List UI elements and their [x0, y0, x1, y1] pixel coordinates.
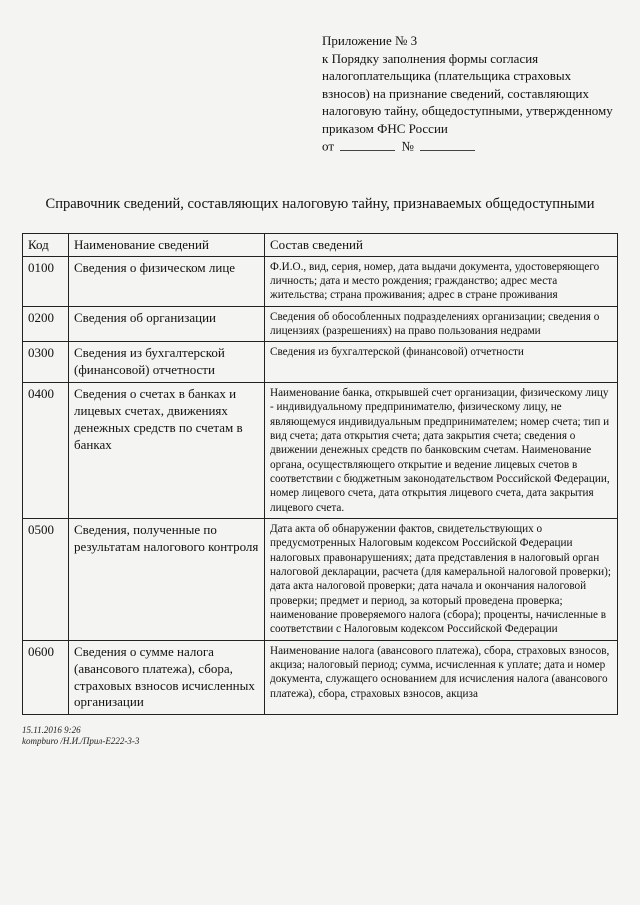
footer-timestamp: 15.11.2016 9:26	[22, 725, 618, 736]
table-row: 0200Сведения об организацииСведения об о…	[23, 306, 618, 342]
cell-name: Сведения, полученные по результатам нало…	[69, 519, 265, 641]
appendix-header: Приложение № 3 к Порядку заполнения форм…	[322, 32, 618, 155]
print-footer: 15.11.2016 9:26 kompburo /Н.И./Прил-Е222…	[22, 725, 618, 747]
cell-name: Сведения о физическом лице	[69, 256, 265, 306]
appendix-number: Приложение № 3	[322, 32, 618, 50]
cell-name: Сведения о сумме налога (авансового плат…	[69, 640, 265, 715]
cell-comp: Ф.И.О., вид, серия, номер, дата выдачи д…	[265, 256, 618, 306]
cell-code: 0500	[23, 519, 69, 641]
col-comp: Состав сведений	[265, 233, 618, 256]
col-code: Код	[23, 233, 69, 256]
footer-path: kompburo /Н.И./Прил-Е222-3-3	[22, 736, 618, 747]
table-row: 0600Сведения о сумме налога (авансового …	[23, 640, 618, 715]
appendix-text: к Порядку заполнения формы согласия нало…	[322, 50, 618, 138]
cell-comp: Наименование банка, открывшей счет орган…	[265, 383, 618, 519]
table-row: 0400Сведения о счетах в банках и лицевых…	[23, 383, 618, 519]
cell-name: Сведения об организации	[69, 306, 265, 342]
from-label: от	[322, 139, 334, 154]
cell-name: Сведения о счетах в банках и лицевых сче…	[69, 383, 265, 519]
cell-code: 0100	[23, 256, 69, 306]
no-label: №	[402, 139, 414, 154]
table-row: 0300Сведения из бухгалтерской (финансово…	[23, 342, 618, 383]
appendix-ref: от №	[322, 137, 618, 155]
cell-comp: Сведения об обособленных подразделениях …	[265, 306, 618, 342]
table-row: 0100Сведения о физическом лицеФ.И.О., ви…	[23, 256, 618, 306]
cell-code: 0300	[23, 342, 69, 383]
number-blank	[420, 137, 475, 150]
reference-table: Код Наименование сведений Состав сведени…	[22, 233, 618, 716]
cell-comp: Наименование налога (авансового платежа)…	[265, 640, 618, 715]
cell-name: Сведения из бухгалтерской (финансовой) о…	[69, 342, 265, 383]
cell-code: 0400	[23, 383, 69, 519]
cell-comp: Сведения из бухгалтерской (финансовой) о…	[265, 342, 618, 383]
cell-comp: Дата акта об обнаружении фактов, свидете…	[265, 519, 618, 641]
page-title: Справочник сведений, составляющих налого…	[22, 195, 618, 215]
cell-code: 0600	[23, 640, 69, 715]
table-row: 0500Сведения, полученные по результатам …	[23, 519, 618, 641]
cell-code: 0200	[23, 306, 69, 342]
col-name: Наименование сведений	[69, 233, 265, 256]
table-header-row: Код Наименование сведений Состав сведени…	[23, 233, 618, 256]
date-blank	[340, 137, 395, 150]
